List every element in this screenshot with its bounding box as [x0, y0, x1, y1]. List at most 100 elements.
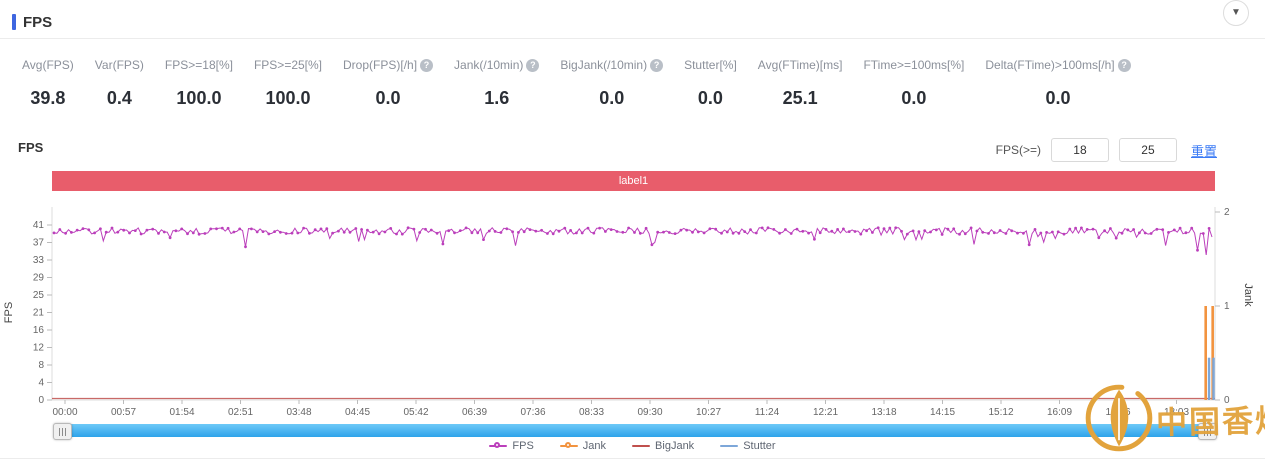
svg-text:10:27: 10:27 — [696, 407, 721, 418]
scrollbar-left-handle[interactable] — [53, 423, 72, 440]
svg-text:Jank: Jank — [1242, 283, 1254, 307]
stats-row: Avg(FPS) 39.8 Var(FPS) 0.4 FPS>=18[%] 100.0 FP… — [22, 58, 1131, 109]
panel-accent-bar — [12, 14, 16, 30]
legend-item-bigjank[interactable]: BigJank — [632, 440, 694, 452]
stat-value: 39.8 — [30, 88, 66, 108]
legend-marker-icon — [720, 441, 739, 451]
fps-threshold-high-input[interactable] — [1118, 138, 1177, 162]
panel-header: FPS — [12, 12, 52, 32]
stat-value: 1.6 — [484, 88, 510, 108]
stat-value: 0.0 — [901, 88, 927, 108]
svg-text:04:45: 04:45 — [345, 407, 370, 418]
svg-text:12:21: 12:21 — [813, 407, 838, 418]
stat-column: Avg(FTime)[ms] 25.1 — [758, 58, 843, 109]
stat-value: 0.0 — [375, 88, 401, 108]
y-axis-right: 2 1 0 Jank — [1214, 207, 1254, 406]
svg-text:41: 41 — [33, 220, 45, 231]
svg-text:13:18: 13:18 — [871, 407, 896, 418]
svg-text:0: 0 — [1224, 395, 1230, 406]
svg-text:FPS: FPS — [3, 302, 15, 323]
stat-value: 100.0 — [176, 88, 222, 108]
stat-column: FTime>=100ms[%] 0.0 — [863, 58, 964, 109]
chevron-down-icon: ▼ — [1231, 7, 1241, 18]
stat-label: Avg(FTime)[ms] — [757, 58, 843, 72]
legend-item-fps[interactable]: FPS — [489, 440, 534, 452]
stat-column: Jank(/10min)? 1.6 — [454, 58, 540, 109]
chart-scrollbar[interactable] — [53, 423, 1217, 440]
stat-column: FPS>=25[%] 100.0 — [254, 58, 322, 109]
svg-text:15:12: 15:12 — [988, 407, 1013, 418]
stat-label: FPS>=18[%] — [164, 58, 233, 72]
stutter-bars — [1207, 357, 1215, 400]
svg-text:37: 37 — [33, 238, 45, 249]
legend-label: FPS — [512, 440, 534, 452]
stat-label: Delta(FTime)>100ms[/h] — [985, 58, 1115, 72]
svg-text:08:33: 08:33 — [579, 407, 604, 418]
svg-text:00:00: 00:00 — [52, 407, 77, 418]
fps-threshold-low-input[interactable] — [1050, 138, 1109, 162]
help-icon[interactable]: ? — [420, 58, 434, 72]
svg-text:03:48: 03:48 — [286, 407, 311, 418]
svg-text:18:03: 18:03 — [1164, 407, 1189, 418]
svg-text:07:36: 07:36 — [520, 407, 545, 418]
stat-value: 0.0 — [1045, 88, 1071, 108]
help-icon[interactable]: ? — [1117, 58, 1131, 72]
svg-text:14:15: 14:15 — [930, 407, 955, 418]
svg-text:2: 2 — [1224, 207, 1230, 218]
svg-text:00:57: 00:57 — [111, 407, 136, 418]
stat-label: Drop(FPS)[/h] — [343, 58, 418, 72]
stat-column: Delta(FTime)>100ms[/h]? 0.0 — [985, 58, 1131, 109]
legend-marker-icon — [489, 441, 508, 451]
legend-label: Jank — [582, 440, 607, 452]
svg-text:06:39: 06:39 — [462, 407, 487, 418]
header-divider — [0, 38, 1265, 39]
svg-text:8: 8 — [38, 360, 44, 371]
svg-text:02:51: 02:51 — [228, 407, 253, 418]
fps-threshold-label: FPS(>=) — [995, 143, 1041, 157]
stat-value: 100.0 — [265, 88, 311, 108]
svg-text:4: 4 — [38, 378, 44, 389]
reset-link[interactable]: 重置 — [1190, 143, 1217, 159]
collapse-button[interactable]: ▼ — [1223, 0, 1249, 26]
stat-column: Stutter[%] 0.0 — [684, 58, 737, 109]
svg-text:21: 21 — [33, 308, 45, 319]
legend-marker-icon — [632, 441, 651, 451]
legend-item-jank[interactable]: Jank — [559, 440, 607, 452]
svg-text:16:09: 16:09 — [1047, 407, 1072, 418]
svg-text:12: 12 — [33, 343, 45, 354]
svg-text:1: 1 — [1224, 301, 1230, 312]
threshold-controls: FPS(>=) 重置 — [996, 138, 1217, 162]
y-axis-left: 41 37 33 29 25 21 16 12 8 4 0 FPS — [3, 207, 53, 406]
stat-column: Var(FPS) 0.4 — [95, 58, 144, 109]
svg-text:16: 16 — [33, 325, 45, 336]
help-icon[interactable]: ? — [650, 58, 664, 72]
grip-icon — [59, 427, 66, 436]
legend-marker-icon — [559, 441, 578, 451]
stat-column: Drop(FPS)[/h]? 0.0 — [343, 58, 434, 109]
stat-label: FPS>=25[%] — [253, 58, 323, 72]
legend-item-stutter[interactable]: Stutter — [720, 440, 776, 452]
stat-column: FPS>=18[%] 100.0 — [165, 58, 233, 109]
fps-line-series — [52, 226, 1213, 255]
fps-chart[interactable]: 41 37 33 29 25 21 16 12 8 4 0 FPS 2 1 0 Jank 00:00 00:57 0… — [0, 195, 1265, 420]
stat-column: BigJank(/10min)? 0.0 — [560, 58, 664, 109]
svg-text:25: 25 — [33, 290, 45, 301]
stat-label: BigJank(/10min) — [560, 58, 648, 72]
stat-label: Var(FPS) — [94, 58, 144, 72]
stat-label: Jank(/10min) — [454, 58, 524, 72]
stat-label: Stutter[%] — [684, 58, 737, 72]
svg-text:0: 0 — [38, 395, 44, 406]
stat-label: FTime>=100ms[%] — [863, 58, 965, 72]
x-axis: 00:00 00:57 01:54 02:51 03:48 04:45 05:42 06:39… — [52, 399, 1215, 418]
chart-section-title: FPS — [18, 140, 44, 155]
legend-label: BigJank — [655, 440, 695, 452]
scrollbar-right-handle[interactable] — [1198, 423, 1217, 440]
stat-value: 0.0 — [599, 88, 625, 108]
stat-column: Avg(FPS) 39.8 — [22, 58, 74, 109]
svg-text:05:42: 05:42 — [403, 407, 428, 418]
svg-text:09:30: 09:30 — [637, 407, 662, 418]
chart-legend: FPS Jank BigJank Stutter — [0, 440, 1265, 452]
panel-title: FPS — [23, 13, 53, 31]
help-icon[interactable]: ? — [526, 58, 540, 72]
